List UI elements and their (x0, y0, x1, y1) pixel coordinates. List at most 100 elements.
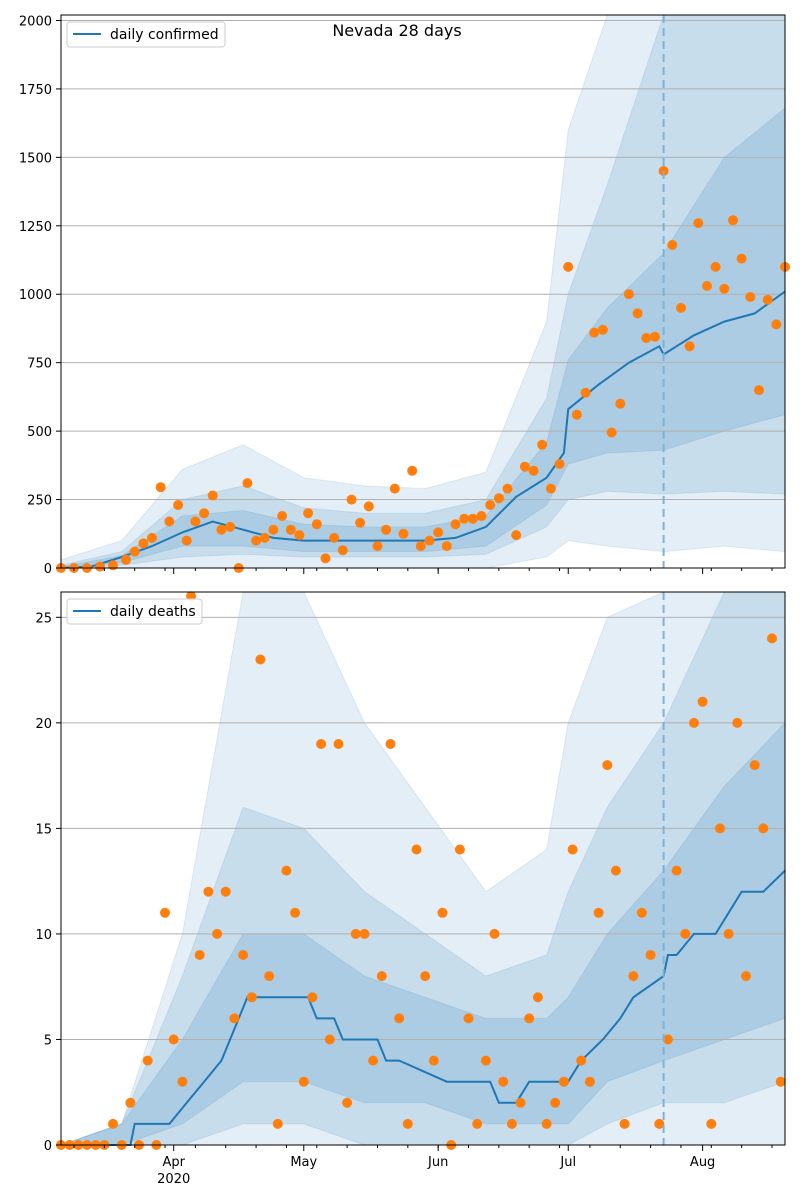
data-point (702, 281, 712, 291)
data-point (480, 1055, 491, 1066)
data-point (671, 865, 682, 876)
data-point (715, 823, 725, 834)
data-point (459, 513, 470, 524)
data-point (402, 1118, 413, 1129)
data-point (424, 535, 435, 546)
data-point (246, 992, 257, 1003)
data-point (428, 1055, 439, 1066)
data-point (368, 1055, 379, 1066)
data-point (212, 928, 223, 939)
data-point (251, 535, 262, 546)
data-point (593, 907, 604, 918)
data-point (441, 541, 452, 552)
data-point (662, 1034, 673, 1045)
x-tick-sublabel: 2020 (157, 1172, 190, 1187)
data-point (307, 992, 318, 1003)
data-point (723, 928, 734, 939)
data-point (220, 886, 231, 897)
data-point (741, 971, 751, 982)
y-tick-label: 15 (35, 822, 52, 837)
x-tick-label: May (290, 1155, 317, 1170)
data-point (311, 519, 322, 530)
data-point (558, 1076, 569, 1087)
data-point (563, 261, 574, 272)
data-point (745, 292, 756, 302)
data-point (541, 1118, 552, 1129)
data-point (160, 907, 170, 918)
data-point (684, 341, 695, 352)
x-tick-label: Apr (162, 1155, 185, 1170)
data-point (567, 844, 578, 855)
data-point (545, 483, 556, 494)
data-point (511, 530, 522, 541)
data-point (225, 521, 236, 532)
data-point (372, 541, 383, 552)
data-point (719, 283, 730, 294)
data-point (238, 950, 249, 960)
deaths-line-layer (61, 869, 786, 1146)
data-point (385, 739, 396, 749)
data-point (498, 1076, 509, 1087)
data-point (615, 398, 626, 409)
data-point (142, 1055, 153, 1066)
data-point (420, 971, 431, 982)
data-point (749, 760, 760, 771)
data-point (415, 541, 426, 552)
data-point (771, 319, 782, 330)
y-tick-label: 0 (44, 1139, 52, 1154)
data-point (433, 527, 444, 538)
data-point (476, 511, 487, 521)
plot-frame (60, 14, 786, 569)
data-point (528, 465, 539, 476)
data-point (203, 886, 214, 897)
y-tick-label: 20 (35, 717, 52, 732)
data-point (95, 561, 105, 572)
deaths-axes: 0 5 10 15 20 25 Apr 2020 May Jun Jul Aug (35, 591, 786, 1187)
data-point (680, 928, 691, 939)
data-point (121, 554, 131, 565)
data-point (329, 532, 340, 543)
data-point (571, 409, 582, 420)
data-point (108, 1118, 118, 1129)
y-tick-label: 500 (27, 425, 52, 440)
data-point (242, 478, 253, 489)
data-point (268, 524, 279, 535)
data-point (506, 1118, 517, 1129)
x-tick-label: Aug (690, 1155, 715, 1170)
data-point (337, 545, 348, 556)
data-point (689, 717, 699, 728)
data-point (554, 459, 565, 469)
data-point (194, 950, 205, 960)
x-tick-label: Jun (427, 1155, 448, 1170)
y-tick-label: 1500 (19, 151, 52, 166)
data-point (407, 465, 418, 476)
confirmed-axes: 0 250 500 750 1000 1250 1500 1750 2000 (19, 14, 786, 577)
data-point (381, 524, 392, 535)
deaths-panel: 0 5 10 15 20 25 Apr 2020 May Jun Jul Aug daily deat… (35, 591, 786, 1187)
data-point (580, 387, 591, 398)
data-point (697, 696, 708, 707)
data-point (676, 302, 686, 313)
data-point (628, 971, 639, 982)
data-point (229, 1013, 240, 1024)
data-point (654, 1118, 665, 1129)
data-point (693, 218, 704, 229)
data-point (754, 385, 764, 396)
data-point (277, 511, 288, 521)
data-point (147, 532, 157, 543)
data-point (173, 500, 184, 510)
data-point (485, 500, 496, 510)
data-point (359, 928, 370, 939)
data-point (363, 501, 374, 512)
data-point (667, 240, 678, 250)
plot-frame (60, 591, 786, 1146)
data-point (290, 907, 301, 918)
deaths-points (56, 591, 786, 1150)
series-line (60, 290, 786, 569)
data-point (706, 1118, 717, 1129)
data-point (355, 517, 366, 528)
data-point (532, 992, 543, 1003)
data-point (645, 950, 656, 960)
data-point (389, 483, 400, 494)
